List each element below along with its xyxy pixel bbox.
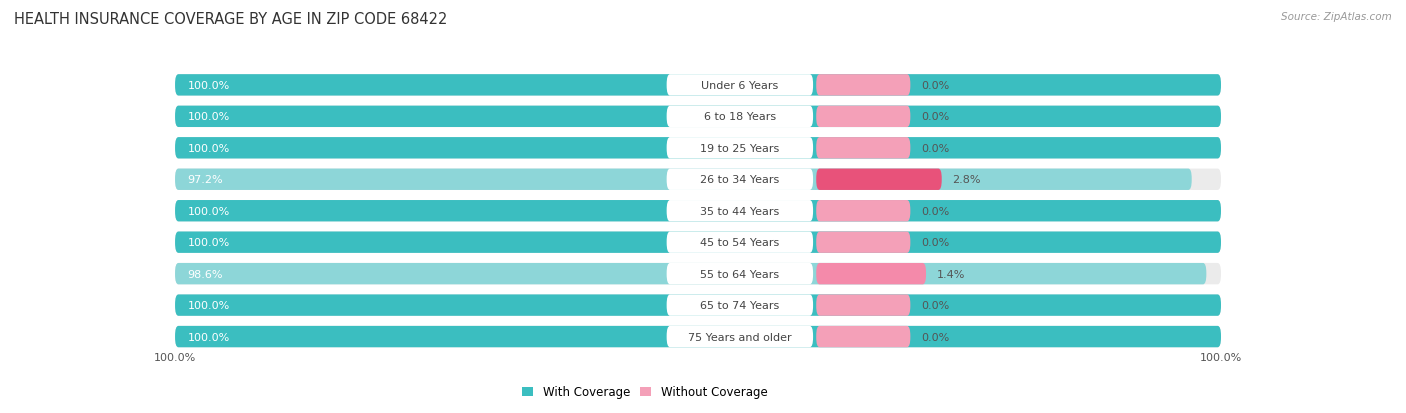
Text: 100.0%: 100.0% (1199, 352, 1241, 362)
Text: 6 to 18 Years: 6 to 18 Years (704, 112, 776, 122)
Text: 65 to 74 Years: 65 to 74 Years (700, 300, 779, 310)
Text: 0.0%: 0.0% (921, 81, 949, 90)
FancyBboxPatch shape (666, 295, 813, 316)
FancyBboxPatch shape (817, 201, 910, 222)
FancyBboxPatch shape (817, 138, 910, 159)
Text: 100.0%: 100.0% (187, 143, 229, 153)
Text: 100.0%: 100.0% (187, 112, 229, 122)
FancyBboxPatch shape (666, 75, 813, 96)
FancyBboxPatch shape (666, 201, 813, 222)
Text: 100.0%: 100.0% (187, 81, 229, 90)
Text: 100.0%: 100.0% (153, 352, 197, 362)
FancyBboxPatch shape (176, 169, 1220, 190)
FancyBboxPatch shape (176, 232, 1220, 253)
FancyBboxPatch shape (176, 232, 1220, 253)
Text: Source: ZipAtlas.com: Source: ZipAtlas.com (1281, 12, 1392, 22)
FancyBboxPatch shape (176, 107, 1220, 128)
FancyBboxPatch shape (176, 263, 1206, 285)
Text: 1.4%: 1.4% (936, 269, 965, 279)
Text: 0.0%: 0.0% (921, 143, 949, 153)
FancyBboxPatch shape (817, 232, 910, 253)
Text: 0.0%: 0.0% (921, 332, 949, 342)
FancyBboxPatch shape (817, 107, 910, 128)
Text: HEALTH INSURANCE COVERAGE BY AGE IN ZIP CODE 68422: HEALTH INSURANCE COVERAGE BY AGE IN ZIP … (14, 12, 447, 27)
Text: 0.0%: 0.0% (921, 112, 949, 122)
FancyBboxPatch shape (666, 138, 813, 159)
Text: 100.0%: 100.0% (187, 237, 229, 247)
Text: 2.8%: 2.8% (952, 175, 981, 185)
FancyBboxPatch shape (176, 138, 1220, 159)
FancyBboxPatch shape (817, 295, 910, 316)
Text: 75 Years and older: 75 Years and older (688, 332, 792, 342)
FancyBboxPatch shape (666, 326, 813, 347)
FancyBboxPatch shape (176, 326, 1220, 347)
Text: 100.0%: 100.0% (187, 206, 229, 216)
Text: 26 to 34 Years: 26 to 34 Years (700, 175, 779, 185)
FancyBboxPatch shape (666, 169, 813, 190)
FancyBboxPatch shape (666, 232, 813, 253)
FancyBboxPatch shape (817, 75, 910, 96)
Text: 0.0%: 0.0% (921, 237, 949, 247)
FancyBboxPatch shape (176, 201, 1220, 222)
Text: 35 to 44 Years: 35 to 44 Years (700, 206, 779, 216)
FancyBboxPatch shape (176, 326, 1220, 347)
FancyBboxPatch shape (817, 263, 927, 285)
FancyBboxPatch shape (176, 295, 1220, 316)
FancyBboxPatch shape (176, 263, 1220, 285)
FancyBboxPatch shape (176, 138, 1220, 159)
Text: 19 to 25 Years: 19 to 25 Years (700, 143, 779, 153)
FancyBboxPatch shape (176, 75, 1220, 96)
Text: 0.0%: 0.0% (921, 300, 949, 310)
FancyBboxPatch shape (817, 326, 910, 347)
FancyBboxPatch shape (176, 169, 1192, 190)
FancyBboxPatch shape (176, 295, 1220, 316)
FancyBboxPatch shape (176, 201, 1220, 222)
Text: 45 to 54 Years: 45 to 54 Years (700, 237, 779, 247)
FancyBboxPatch shape (666, 263, 813, 285)
Text: Under 6 Years: Under 6 Years (702, 81, 779, 90)
FancyBboxPatch shape (817, 169, 942, 190)
Text: 98.6%: 98.6% (187, 269, 224, 279)
Legend: With Coverage, Without Coverage: With Coverage, Without Coverage (522, 385, 768, 399)
FancyBboxPatch shape (176, 75, 1220, 96)
FancyBboxPatch shape (666, 107, 813, 128)
Text: 100.0%: 100.0% (187, 300, 229, 310)
Text: 97.2%: 97.2% (187, 175, 224, 185)
Text: 55 to 64 Years: 55 to 64 Years (700, 269, 779, 279)
FancyBboxPatch shape (176, 107, 1220, 128)
Text: 0.0%: 0.0% (921, 206, 949, 216)
Text: 100.0%: 100.0% (187, 332, 229, 342)
